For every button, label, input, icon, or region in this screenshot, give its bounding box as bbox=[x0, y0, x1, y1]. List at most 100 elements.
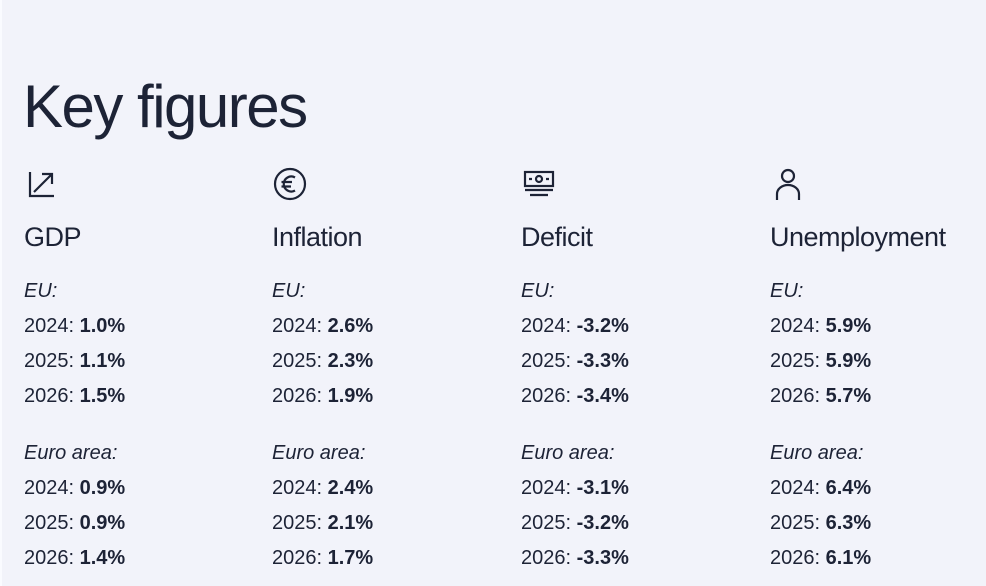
year: 2025: bbox=[770, 350, 821, 372]
figure-value: 1.9% bbox=[327, 385, 374, 407]
trend-arrow-icon bbox=[24, 166, 264, 202]
year: 2024: bbox=[24, 315, 75, 337]
figure-value: 1.4% bbox=[79, 547, 126, 569]
group-header: EU: bbox=[770, 280, 804, 302]
figure-value: 5.9% bbox=[825, 315, 872, 337]
year: 2024: bbox=[272, 477, 323, 499]
year: 2024: bbox=[272, 315, 323, 337]
figure-value: 2.4% bbox=[327, 477, 374, 499]
year: 2026: bbox=[272, 547, 323, 569]
person-icon bbox=[770, 166, 986, 202]
year: 2025: bbox=[521, 512, 572, 534]
figure-row: 2026: -3.4% bbox=[521, 379, 629, 414]
figure-value: 5.7% bbox=[825, 385, 872, 407]
figure-label: Inflation bbox=[272, 222, 363, 252]
euro-area-figures: Euro area: 2024: 0.9% 2025: 0.9% 2026: 1.4… bbox=[24, 436, 125, 576]
year: 2025: bbox=[24, 512, 75, 534]
figure-row: 2025: -3.3% bbox=[521, 344, 629, 379]
figure-label: Deficit bbox=[521, 222, 593, 252]
group-header: Euro area: bbox=[521, 442, 615, 464]
group-header: EU: bbox=[272, 280, 306, 302]
figure-row: 2024: 2.6% bbox=[272, 309, 373, 344]
year: 2026: bbox=[521, 385, 572, 407]
key-figure-gdp: GDP EU: 2024: 1.0% 2025: 1.1% 2026: 1.5% E… bbox=[24, 166, 264, 569]
year: 2026: bbox=[272, 385, 323, 407]
year: 2026: bbox=[24, 547, 75, 569]
figure-row: 2026: 1.5% bbox=[24, 379, 125, 414]
group-header: EU: bbox=[521, 280, 555, 302]
year: 2024: bbox=[770, 315, 821, 337]
figure-value: 0.9% bbox=[79, 477, 126, 499]
figure-label: Unemployment bbox=[770, 222, 946, 252]
figure-value: -3.3% bbox=[576, 547, 629, 569]
figure-value: -3.4% bbox=[576, 385, 629, 407]
group-header: EU: bbox=[24, 280, 58, 302]
year: 2024: bbox=[521, 315, 572, 337]
figure-value: 6.4% bbox=[825, 477, 872, 499]
figure-row: 2025: 2.1% bbox=[272, 506, 373, 541]
figure-value: 6.1% bbox=[825, 547, 872, 569]
year: 2026: bbox=[521, 547, 572, 569]
figure-value: 0.9% bbox=[79, 512, 126, 534]
euro-area-figures: Euro area: 2024: 6.4% 2025: 6.3% 2026: 6.1… bbox=[770, 436, 871, 576]
page-title: Key figures bbox=[23, 73, 308, 140]
year: 2025: bbox=[272, 350, 323, 372]
year: 2025: bbox=[24, 350, 75, 372]
euro-area-figures: Euro area: 2024: 2.4% 2025: 2.1% 2026: 1.7… bbox=[272, 436, 373, 576]
year: 2024: bbox=[24, 477, 75, 499]
year: 2026: bbox=[770, 547, 821, 569]
figure-value: 1.7% bbox=[327, 547, 374, 569]
year: 2024: bbox=[770, 477, 821, 499]
figure-row: 2024: 1.0% bbox=[24, 309, 125, 344]
figure-row: 2026: 5.7% bbox=[770, 379, 871, 414]
figure-label: GDP bbox=[24, 222, 82, 252]
figure-value: -3.2% bbox=[576, 512, 629, 534]
figure-value: -3.1% bbox=[576, 477, 629, 499]
group-header: Euro area: bbox=[24, 442, 118, 464]
figure-value: 2.3% bbox=[327, 350, 374, 372]
figure-row: 2024: 6.4% bbox=[770, 471, 871, 506]
year: 2025: bbox=[521, 350, 572, 372]
figure-row: 2024: 2.4% bbox=[272, 471, 373, 506]
group-header: Euro area: bbox=[770, 442, 864, 464]
figure-row: 2025: 0.9% bbox=[24, 506, 125, 541]
year: 2025: bbox=[770, 512, 821, 534]
figure-value: 5.9% bbox=[825, 350, 872, 372]
figure-row: 2024: 0.9% bbox=[24, 471, 125, 506]
figure-value: 6.3% bbox=[825, 512, 872, 534]
key-figure-deficit: Deficit EU: 2024: -3.2% 2025: -3.3% 2026: … bbox=[521, 166, 761, 569]
banknote-stack-icon bbox=[521, 166, 761, 202]
figure-value: -3.2% bbox=[576, 315, 629, 337]
eu-figures: EU: 2024: 5.9% 2025: 5.9% 2026: 5.7% bbox=[770, 274, 871, 414]
figure-row: 2026: -3.3% bbox=[521, 541, 629, 576]
key-figure-unemployment: Unemployment EU: 2024: 5.9% 2025: 5.9% 202… bbox=[770, 166, 986, 569]
figure-row: 2025: -3.2% bbox=[521, 506, 629, 541]
figure-row: 2025: 6.3% bbox=[770, 506, 871, 541]
figure-row: 2026: 6.1% bbox=[770, 541, 871, 576]
year: 2024: bbox=[521, 477, 572, 499]
group-header: Euro area: bbox=[272, 442, 366, 464]
figure-row: 2025: 5.9% bbox=[770, 344, 871, 379]
figure-value: 2.1% bbox=[327, 512, 374, 534]
figure-value: 1.1% bbox=[79, 350, 126, 372]
year: 2026: bbox=[24, 385, 75, 407]
eu-figures: EU: 2024: 1.0% 2025: 1.1% 2026: 1.5% bbox=[24, 274, 125, 414]
euro-icon bbox=[272, 166, 512, 202]
figure-row: 2026: 1.7% bbox=[272, 541, 373, 576]
figure-row: 2026: 1.9% bbox=[272, 379, 373, 414]
year: 2025: bbox=[272, 512, 323, 534]
eu-figures: EU: 2024: -3.2% 2025: -3.3% 2026: -3.4% bbox=[521, 274, 629, 414]
figure-row: 2025: 1.1% bbox=[24, 344, 125, 379]
figure-row: 2026: 1.4% bbox=[24, 541, 125, 576]
figure-row: 2024: -3.2% bbox=[521, 309, 629, 344]
key-figure-inflation: Inflation EU: 2024: 2.6% 2025: 2.3% 2026: … bbox=[272, 166, 512, 569]
figure-value: -3.3% bbox=[576, 350, 629, 372]
figure-value: 1.5% bbox=[79, 385, 126, 407]
euro-area-figures: Euro area: 2024: -3.1% 2025: -3.2% 2026: -… bbox=[521, 436, 629, 576]
figure-row: 2025: 2.3% bbox=[272, 344, 373, 379]
eu-figures: EU: 2024: 2.6% 2025: 2.3% 2026: 1.9% bbox=[272, 274, 373, 414]
figure-value: 2.6% bbox=[327, 315, 374, 337]
figure-row: 2024: 5.9% bbox=[770, 309, 871, 344]
year: 2026: bbox=[770, 385, 821, 407]
